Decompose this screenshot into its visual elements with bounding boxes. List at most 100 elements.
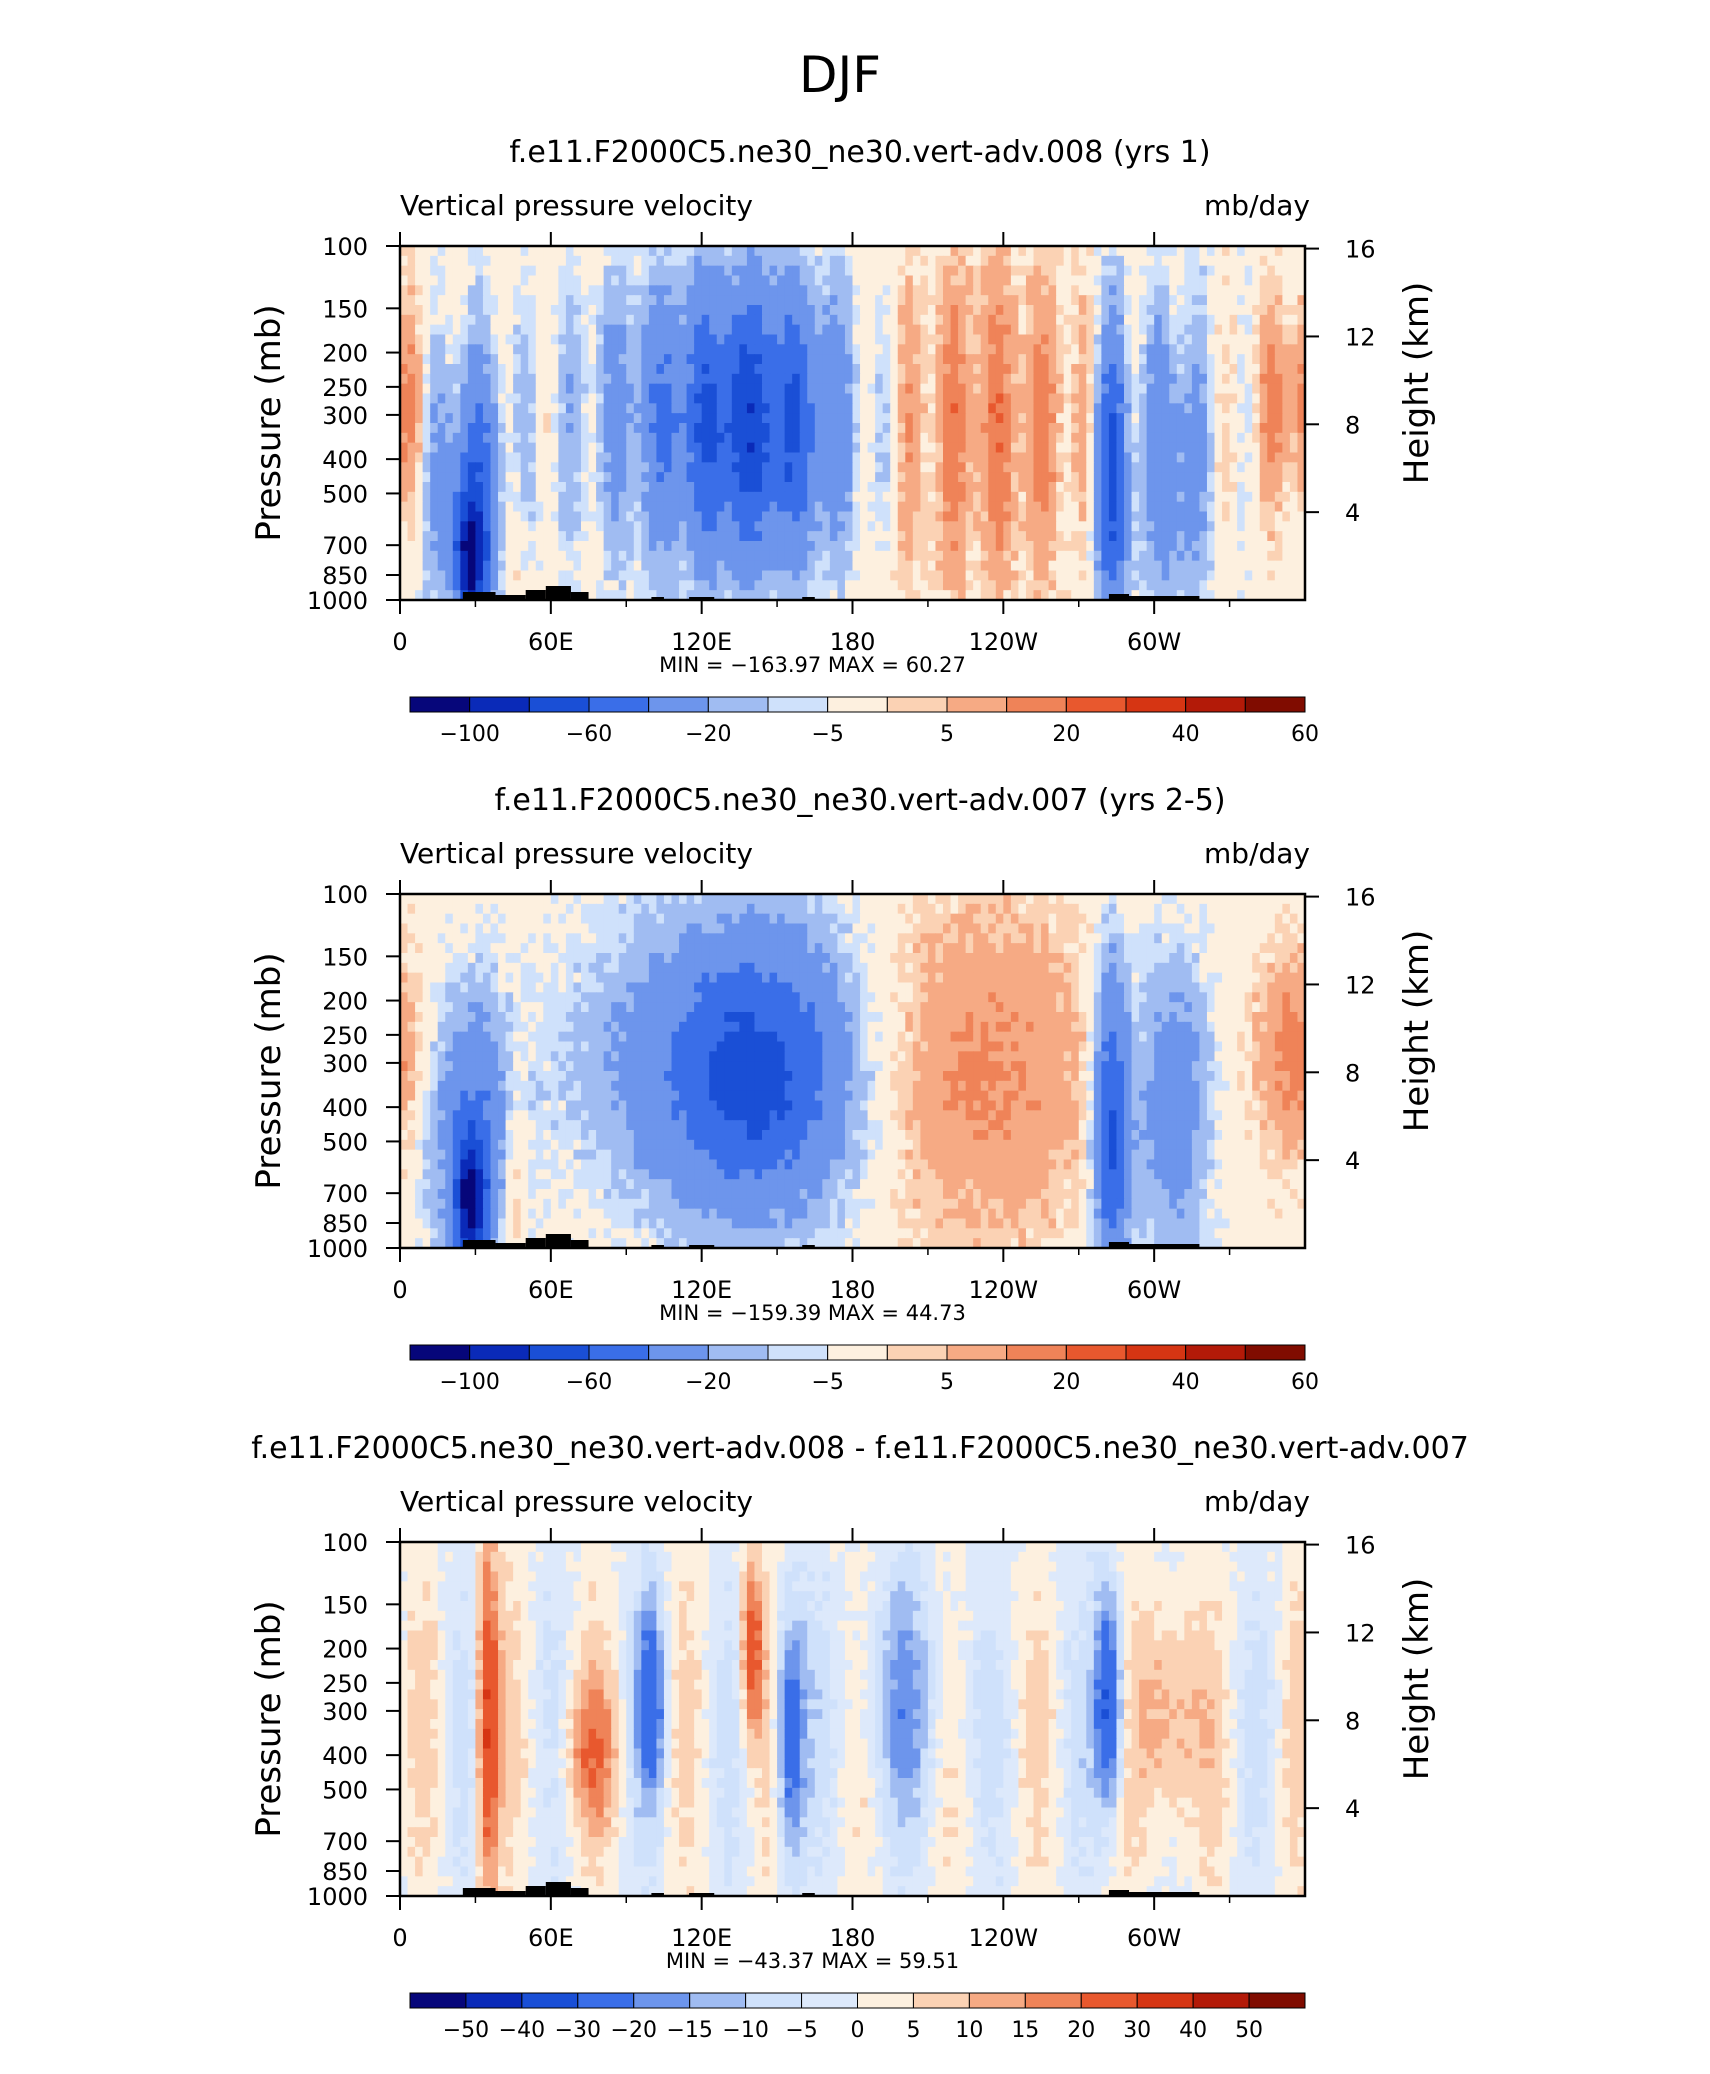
- heatmap-cell: [1033, 491, 1042, 503]
- heatmap-cell: [400, 275, 409, 286]
- heatmap-cell: [701, 894, 710, 905]
- heatmap-cell: [611, 511, 620, 522]
- heatmap-cell: [852, 570, 861, 581]
- heatmap-cell: [777, 324, 786, 336]
- heatmap-cell: [739, 423, 748, 434]
- heatmap-cell: [528, 265, 537, 277]
- heatmap-cell: [784, 285, 793, 296]
- heatmap-cell: [407, 521, 416, 532]
- heatmap-cell: [611, 305, 620, 316]
- heatmap-cell: [1229, 550, 1238, 562]
- heatmap-cell: [1229, 413, 1238, 424]
- heatmap-cell: [724, 305, 733, 316]
- heatmap-cell: [1289, 541, 1299, 552]
- heatmap-cell: [565, 285, 575, 296]
- heatmap-cell: [754, 580, 763, 591]
- heatmap-cell: [1010, 521, 1020, 532]
- heatmap-cell: [1086, 570, 1095, 581]
- heatmap-cell: [912, 344, 921, 355]
- heatmap-cell: [1025, 344, 1035, 355]
- heatmap-cell: [1297, 403, 1306, 414]
- heatmap-cell: [1116, 442, 1125, 454]
- colorbar-swatch: [648, 696, 709, 713]
- heatmap-cell: [1244, 521, 1253, 532]
- heatmap-cell: [829, 324, 839, 336]
- heatmap-cell: [1259, 403, 1268, 414]
- heatmap-cell: [943, 423, 952, 434]
- heatmap-cell: [543, 491, 552, 503]
- heatmap-cell: [415, 383, 424, 395]
- heatmap-cell: [648, 413, 658, 424]
- heatmap-cell: [679, 344, 688, 355]
- heatmap-cell: [927, 393, 937, 404]
- heatmap-cell: [1274, 923, 1283, 934]
- heatmap-cell: [1041, 491, 1050, 503]
- heatmap-cell: [596, 265, 605, 277]
- heatmap-cell: [1176, 491, 1185, 503]
- heatmap-cell: [1206, 560, 1216, 572]
- heatmap-cell: [724, 590, 733, 601]
- heatmap-cell: [452, 275, 461, 286]
- heatmap-cell: [626, 452, 635, 463]
- heatmap-cell: [1214, 580, 1223, 591]
- heatmap-cell: [1169, 314, 1178, 326]
- heatmap-cell: [1199, 285, 1208, 296]
- heatmap-cell: [422, 452, 431, 463]
- heatmap-cell: [792, 354, 801, 365]
- heatmap-cell: [958, 334, 967, 345]
- heatmap-cell: [573, 255, 582, 267]
- heatmap-cell: [1244, 442, 1253, 454]
- colorbar-label: 20: [1052, 722, 1080, 747]
- heatmap-cell: [641, 560, 650, 572]
- heatmap-cell: [603, 305, 612, 316]
- heatmap-cell: [799, 541, 808, 552]
- heatmap-cell: [656, 295, 665, 306]
- heatmap-cell: [875, 511, 884, 522]
- heatmap-cell: [927, 491, 937, 503]
- heatmap-cell: [852, 923, 861, 934]
- heatmap-cell: [437, 403, 446, 414]
- panel-title: f.e11.F2000C5.ne30_ne30.vert-adv.007 (yr…: [494, 783, 1225, 818]
- heatmap-cell: [837, 423, 846, 434]
- heatmap-cell: [498, 413, 507, 424]
- heatmap-cell: [799, 393, 808, 404]
- heatmap-cell: [422, 403, 431, 414]
- heatmap-cell: [837, 501, 846, 513]
- heatmap-cell: [565, 580, 575, 591]
- heatmap-cell: [701, 295, 710, 306]
- heatmap-cell: [920, 590, 929, 601]
- heatmap-cell: [467, 423, 477, 434]
- heatmap-cell: [724, 462, 733, 473]
- heatmap-cell: [1289, 354, 1299, 365]
- heatmap-cell: [1289, 550, 1299, 562]
- heatmap-cell: [1101, 423, 1110, 434]
- heatmap-cell: [535, 521, 544, 532]
- heatmap-cell: [1101, 265, 1110, 277]
- heatmap-cell: [618, 491, 627, 503]
- heatmap-cell: [1282, 923, 1291, 934]
- heatmap-cell: [1229, 462, 1238, 473]
- heatmap-cell: [663, 511, 673, 522]
- heatmap-cell: [1206, 452, 1216, 463]
- heatmap-cell: [1199, 364, 1208, 375]
- heatmap-cell: [792, 472, 801, 483]
- heatmap-cell: [1146, 324, 1155, 336]
- heatmap-cell: [837, 560, 846, 572]
- heatmap-cell: [860, 590, 869, 601]
- heatmap-cell: [694, 295, 703, 306]
- heatmap-cell: [724, 923, 733, 934]
- heatmap-cell: [528, 442, 537, 454]
- heatmap-cell: [1101, 255, 1110, 267]
- heatmap-cell: [973, 570, 982, 581]
- heatmap-cell: [482, 501, 492, 513]
- heatmap-cell: [535, 285, 544, 296]
- heatmap-cell: [897, 462, 906, 473]
- heatmap-cell: [415, 923, 424, 934]
- heatmap-cell: [663, 364, 673, 375]
- heatmap-cell: [513, 432, 522, 444]
- heatmap-cell: [1282, 442, 1291, 454]
- heatmap-cell: [679, 531, 688, 542]
- heatmap-cell: [739, 933, 748, 944]
- heatmap-cell: [746, 482, 756, 493]
- heatmap-cell: [1108, 531, 1118, 542]
